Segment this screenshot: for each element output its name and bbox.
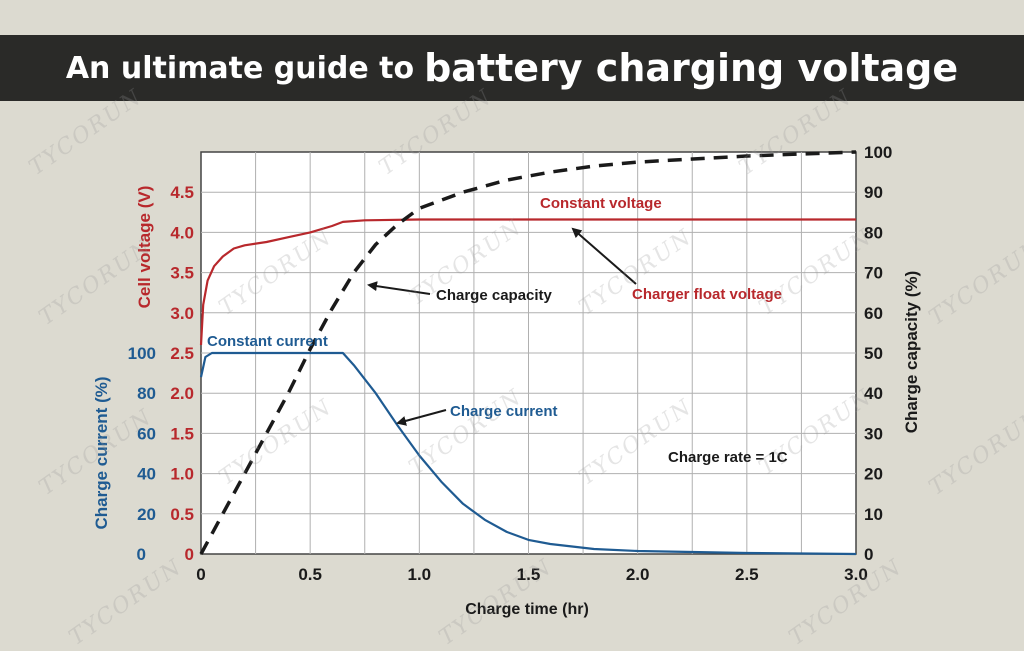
y-tick-label-current: 100 xyxy=(128,344,156,363)
series-line-current xyxy=(199,351,857,556)
y-axis-label-capacity: Charge capacity (%) xyxy=(902,271,921,434)
x-tick-label: 0 xyxy=(196,565,205,584)
y-tick-label-capacity: 50 xyxy=(864,344,883,363)
y-tick-label-voltage: 2.5 xyxy=(170,344,194,363)
title-small: An ultimate guide to xyxy=(65,50,415,86)
y-tick-label-capacity: 0 xyxy=(864,545,873,564)
y-axis-label-current: Charge current (%) xyxy=(92,376,111,529)
x-tick-label: 1.5 xyxy=(517,565,541,584)
x-axis-label: Charge time (hr) xyxy=(465,601,589,618)
y-tick-label-voltage: 4.5 xyxy=(170,183,194,202)
charging-chart: 0 0.5 1.0 1.5 2.0 2.5 3.0 4.5 4.0 3.5 3.0 2.5 2.0 1.5… xyxy=(92,143,921,618)
x-tick-label: 1.0 xyxy=(408,565,432,584)
series-group xyxy=(199,150,857,556)
tick-labels: 0 0.5 1.0 1.5 2.0 2.5 3.0 4.5 4.0 3.5 3.0 2.5 2.0 1.5… xyxy=(128,143,893,584)
arrow-charge-capacity xyxy=(367,281,431,295)
x-tick-label: 2.5 xyxy=(735,565,759,584)
arrow-float-voltage xyxy=(571,227,637,285)
y-tick-label-capacity: 20 xyxy=(864,465,883,484)
annotation-constant-voltage: Constant voltage xyxy=(540,195,662,212)
series-line-voltage xyxy=(199,218,856,346)
y-tick-label-voltage: 4.0 xyxy=(170,223,194,242)
annotation-charge-capacity: Charge capacity xyxy=(436,287,553,304)
y-tick-label-capacity: 30 xyxy=(864,424,883,443)
y-tick-label-voltage: 3.5 xyxy=(170,264,194,283)
y-tick-label-capacity: 10 xyxy=(864,505,883,524)
y-tick-label-current: 80 xyxy=(137,384,156,403)
title-banner: An ultimate guide to battery charging vo… xyxy=(0,35,1024,101)
y-tick-label-current: 20 xyxy=(137,505,156,524)
y-tick-label-capacity: 60 xyxy=(864,304,883,323)
y-tick-label-capacity: 90 xyxy=(864,183,883,202)
y-tick-label-capacity: 40 xyxy=(864,384,883,403)
annotation-charger-float-voltage: Charger float voltage xyxy=(632,286,782,303)
y-tick-label-voltage: 0 xyxy=(185,545,194,564)
y-tick-label-capacity: 80 xyxy=(864,223,883,242)
y-tick-label-voltage: 1.0 xyxy=(170,465,194,484)
x-tick-label: 2.0 xyxy=(626,565,650,584)
x-tick-label: 3.0 xyxy=(844,565,868,584)
y-tick-label-current: 40 xyxy=(137,465,156,484)
y-tick-label-voltage: 1.5 xyxy=(170,424,194,443)
y-tick-label-voltage: 3.0 xyxy=(170,304,194,323)
annotation-constant-current: Constant current xyxy=(207,333,328,350)
y-tick-label-current: 60 xyxy=(137,424,156,443)
annotation-charge-current: Charge current xyxy=(450,403,558,420)
y-axis-label-voltage: Cell voltage (V) xyxy=(135,186,154,309)
y-tick-label-voltage: 2.0 xyxy=(170,384,194,403)
y-tick-label-capacity: 100 xyxy=(864,143,892,162)
x-tick-label: 0.5 xyxy=(298,565,322,584)
y-tick-label-voltage: 0.5 xyxy=(170,505,194,524)
y-tick-label-capacity: 70 xyxy=(864,264,883,283)
title-big: battery charging voltage xyxy=(424,46,959,90)
annotation-charge-rate: Charge rate = 1C xyxy=(668,449,788,466)
y-tick-label-current: 0 xyxy=(137,545,146,564)
arrow-charge-current xyxy=(396,409,447,426)
series-line-capacity xyxy=(199,150,857,555)
